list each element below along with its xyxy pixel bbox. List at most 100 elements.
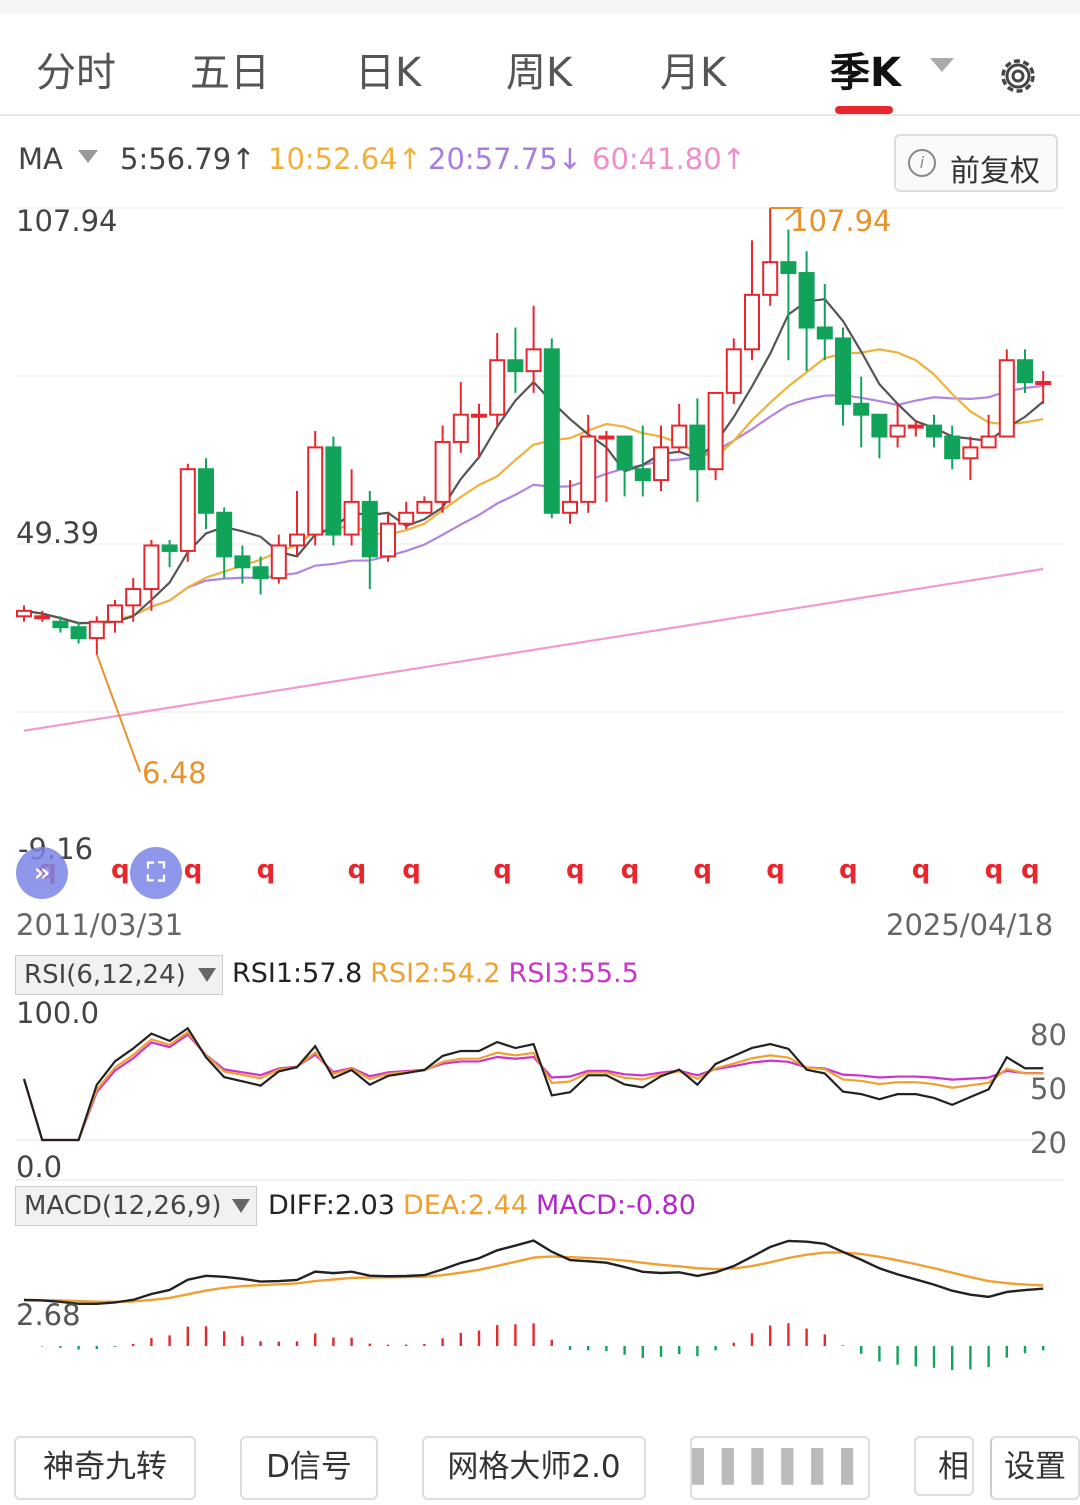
candle-body	[944, 435, 961, 460]
rsi1-line	[22, 1026, 1044, 1142]
candle-body	[689, 424, 706, 471]
candle-body	[52, 620, 69, 629]
candle-body	[1017, 359, 1033, 384]
date-end: 2025/04/18	[886, 908, 1054, 942]
macd-axis-label: 2.68	[16, 1298, 81, 1332]
signal-marker: q	[621, 855, 640, 885]
chevron-down-icon	[232, 1199, 250, 1213]
rsi-selector[interactable]: RSI(6,12,24)	[15, 955, 223, 995]
candle-body	[34, 615, 51, 620]
candle-body	[543, 348, 560, 514]
tab-five-day[interactable]: 五日	[190, 50, 270, 96]
signal-marker: q	[184, 855, 203, 885]
candle-body	[798, 272, 815, 329]
settings-button[interactable]: 设置	[990, 1436, 1080, 1500]
macd-selector[interactable]: MACD(12,26,9)	[15, 1186, 257, 1226]
signal-marker: q	[493, 855, 512, 885]
rsi1-value: RSI1:57.8	[232, 958, 363, 989]
rsi2-line	[22, 1030, 1044, 1142]
price-axis-top: 107.94	[16, 204, 118, 238]
candle-body	[16, 609, 32, 618]
candle-body	[507, 359, 524, 373]
candle-body	[671, 424, 688, 449]
ma20-line	[23, 384, 1044, 625]
expand-icon[interactable]: »	[16, 847, 68, 899]
ma10-line	[23, 348, 1044, 625]
candle-body	[143, 544, 160, 591]
period-tabs: 分时 五日 日K 周K 月K 季K	[0, 14, 1080, 116]
candle-body	[653, 446, 669, 482]
diff-value: DIFF:2.03	[268, 1190, 395, 1221]
ma60-line	[23, 567, 1044, 732]
tab-daily-k[interactable]: 日K	[355, 50, 422, 96]
dea-value: DEA:2.44	[402, 1190, 528, 1221]
info-icon: i	[908, 149, 936, 177]
candle-body	[270, 544, 287, 580]
fullscreen-icon[interactable]: ⛶	[130, 847, 182, 899]
candle-body	[926, 424, 942, 438]
candle-body	[307, 446, 324, 536]
candle-body	[216, 511, 233, 558]
rsi-tick-80: 80	[1030, 1018, 1067, 1052]
candlestick-chart[interactable]: qqqqqqqqqqqqqqq	[0, 0, 1080, 1430]
candle-body	[634, 468, 651, 482]
rsi-axis-bottom: 0.0	[16, 1150, 63, 1184]
candle-body	[343, 500, 360, 536]
candle-body	[179, 468, 196, 552]
candle-body	[980, 435, 997, 449]
active-tab-indicator	[835, 106, 893, 114]
candle-body	[907, 424, 924, 429]
status-strip	[0, 0, 1080, 14]
signal-marker: q	[839, 855, 858, 885]
date-start: 2011/03/31	[16, 908, 184, 942]
candle-body	[325, 446, 342, 536]
candle-body	[707, 391, 724, 471]
signal-marker: q	[766, 855, 785, 885]
dea-line	[23, 1251, 1044, 1304]
chevron-down-icon[interactable]	[930, 58, 954, 72]
signal-marker: q	[348, 855, 367, 885]
rsi-tick-20: 20	[1030, 1126, 1067, 1160]
candle-body	[161, 544, 178, 552]
candle-body	[835, 337, 851, 405]
candle-body	[889, 424, 906, 438]
signal-marker: q	[1021, 855, 1040, 885]
candle-body	[762, 261, 779, 296]
ma-dropdown-icon[interactable]	[78, 150, 98, 163]
rsi3-line	[22, 1033, 1044, 1142]
candle-body	[88, 620, 105, 640]
candle-body	[744, 293, 760, 351]
ma60-value: 60:41.80↑	[592, 142, 746, 176]
low-annotation: 6.48	[142, 756, 207, 790]
tab-quarterly-k[interactable]: 季K	[830, 50, 901, 96]
high-marker-line	[770, 207, 803, 221]
ma-label[interactable]: MA	[18, 142, 63, 176]
candle-body	[780, 261, 797, 275]
signal-marker: q	[693, 855, 712, 885]
candle-body	[871, 413, 888, 438]
nine-turn-button[interactable]: 神奇九转	[14, 1436, 196, 1500]
d-signal-button[interactable]: D信号	[240, 1436, 378, 1500]
tab-timeshare[interactable]: 分时	[36, 50, 116, 96]
gear-icon[interactable]	[994, 52, 1042, 100]
grid-master-button[interactable]: 网格大师2.0	[422, 1436, 646, 1500]
candle-body	[725, 348, 742, 394]
adjust-button[interactable]: i 前复权	[894, 134, 1058, 192]
candle-body	[398, 511, 415, 525]
blurred-button[interactable]: ▌▌▌▌▌▌	[690, 1436, 870, 1500]
diff-line	[23, 1239, 1044, 1306]
candle-body	[580, 435, 597, 503]
price-axis-mid: 49.39	[16, 516, 100, 550]
signal-marker: q	[566, 855, 585, 885]
candle-body	[107, 604, 123, 623]
candle-body	[853, 402, 870, 416]
candle-body	[998, 359, 1015, 438]
signal-marker: q	[402, 855, 421, 885]
rsi2-value: RSI2:54.2	[370, 958, 501, 989]
tab-weekly-k[interactable]: 周K	[506, 50, 573, 96]
chevron-down-icon	[198, 968, 216, 982]
similar-button[interactable]: 相	[914, 1436, 974, 1496]
tab-monthly-k[interactable]: 月K	[660, 50, 727, 96]
adjust-label: 前复权	[950, 154, 1040, 189]
candle-body	[70, 626, 87, 640]
